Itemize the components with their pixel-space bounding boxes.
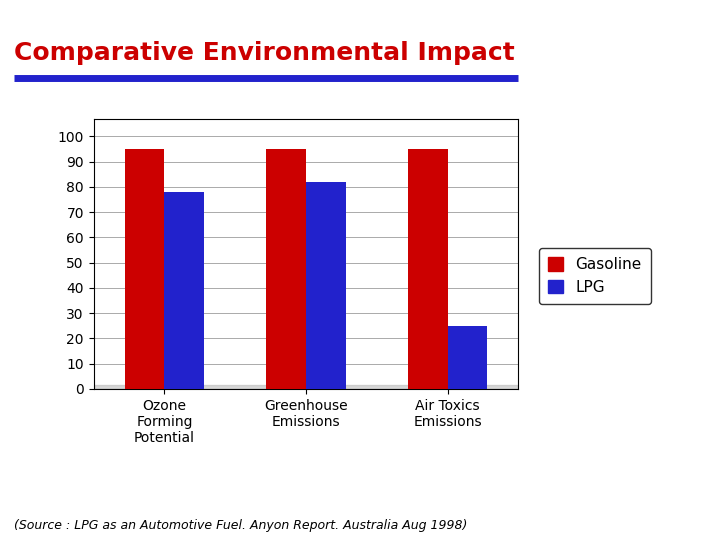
- Bar: [164, 192, 204, 389]
- Bar: [408, 149, 448, 389]
- Bar: [306, 182, 346, 389]
- Bar: [448, 326, 487, 389]
- Bar: [94, 385, 518, 390]
- Text: (Source : LPG as an Automotive Fuel. Anyon Report. Australia Aug 1998): (Source : LPG as an Automotive Fuel. Any…: [14, 519, 468, 532]
- Bar: [266, 149, 306, 389]
- Bar: [125, 149, 164, 389]
- Legend: Gasoline, LPG: Gasoline, LPG: [539, 248, 651, 304]
- Text: Comparative Environmental Impact: Comparative Environmental Impact: [14, 41, 515, 65]
